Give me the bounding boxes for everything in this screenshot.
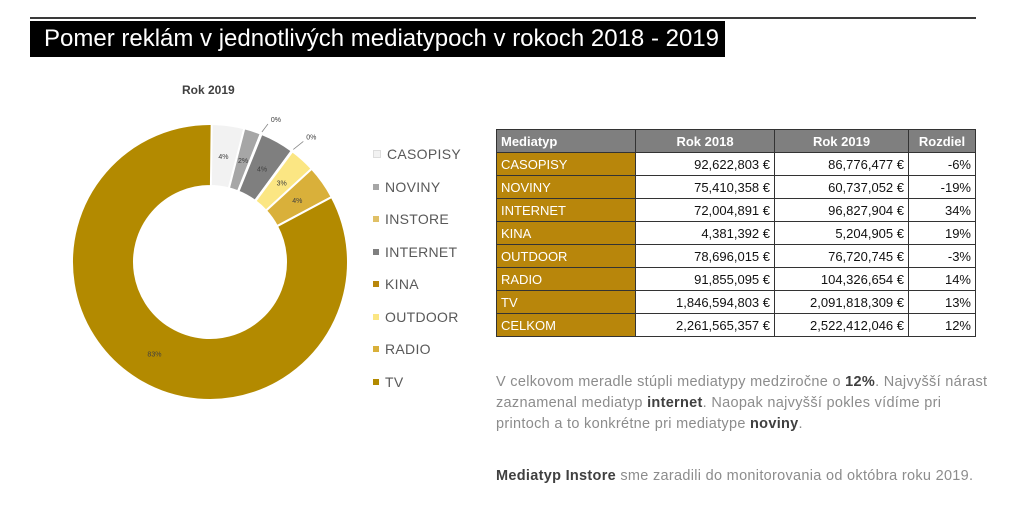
row-rozdiel: -19% [908,175,976,199]
row-rok-2019: 86,776,477 € [774,152,909,176]
row-rozdiel: 13% [908,290,976,314]
table-row: NOVINY 75,410,358 €60,737,052 € -19% [496,175,976,199]
header-rok-2019: Rok 2019 [774,129,909,153]
row-rok-2018: 91,855,095 € [635,267,775,291]
row-rozdiel: 19% [908,221,976,245]
instore-note-bold: Mediatyp Instore [496,468,617,484]
data-label-outdoor: 3% [277,181,287,188]
row-rok-2019: 2,522,412,046 € [774,313,909,337]
legend-item-instore: INSTORE [373,203,461,236]
row-rozdiel: 14% [908,267,976,291]
row-mediatyp: CASOPISY [496,152,636,176]
table-row: TV 1,846,594,803 €2,091,818,309 €13% [496,290,976,314]
row-mediatyp: RADIO [496,267,636,291]
legend-item-radio: RADIO [373,333,461,366]
row-rok-2018: 2,261,565,357 € [635,313,775,337]
row-rozdiel: 34% [908,198,976,222]
legend-swatch-casopisy [373,150,381,159]
row-mediatyp: OUTDOOR [496,244,636,268]
leader-line-instore [261,123,269,133]
note-bold-3: noviny [750,416,799,432]
data-label-instore: 0% [271,117,281,124]
data-label-radio: 4% [292,198,302,205]
note-text-2: . Najvyšší nárast zaznamenal mediatyp [496,374,988,411]
data-label-casopisy: 4% [218,154,228,161]
legend-label-internet: INTERNET [385,243,458,260]
row-rok-2018: 1,846,594,803 € [635,290,775,314]
header-mediatyp: Mediatyp [496,129,636,153]
legend-item-kina: KINA [373,268,461,301]
legend-item-casopisy: CASOPISY [373,138,461,171]
row-mediatyp: KINA [496,221,636,245]
media-table: Mediatyp Rok 2018 Rok 2019 Rozdiel CASOP… [496,129,976,337]
table-body: CASOPISY 92,622,803 €86,776,477 € -6% NOVIN… [496,152,976,337]
row-rozdiel: 12% [908,313,976,337]
data-label-tv: 83% [147,351,161,358]
row-mediatyp: NOVINY [496,175,636,199]
legend-label-tv: TV [385,373,404,390]
row-rok-2018: 75,410,358 € [635,175,775,199]
legend-swatch-radio [373,346,379,353]
row-rok-2019: 96,827,904 € [774,198,909,222]
legend-label-kina: KINA [385,276,419,293]
legend-item-outdoor: OUTDOOR [373,301,461,334]
instore-note-text: sme zaradili do monitorovania od októbra… [616,468,974,484]
legend-swatch-tv [373,378,379,385]
data-label-internet: 4% [257,167,267,174]
legend-label-instore: INSTORE [385,211,450,228]
note-bold-1: 12% [845,374,876,390]
row-rok-2019: 2,091,818,309 € [774,290,909,314]
page-title: Pomer reklám v jednotlivých mediatypoch … [30,21,725,57]
row-rok-2018: 92,622,803 € [635,152,775,176]
row-mediatyp: CELKOM [496,313,636,337]
legend-swatch-internet [373,248,379,255]
legend-item-tv: TV [373,366,461,399]
note-bold-2: internet [647,395,703,411]
row-rok-2018: 4,381,392 € [635,221,775,245]
legend-label-casopisy: CASOPISY [387,146,461,163]
table-row: KINA 4,381,392 €5,204,905 €19% [496,221,976,245]
row-mediatyp: INTERNET [496,198,636,222]
legend-swatch-instore [373,216,379,223]
chart-legend: CASOPISY NOVINY INSTORE INTERNET KINA OUTDOOR… [373,138,461,398]
legend-label-noviny: NOVINY [385,178,441,195]
row-rok-2019: 76,720,745 € [774,244,909,268]
legend-item-noviny: NOVINY [373,171,461,204]
instore-note: Mediatyp Instore sme zaradili do monitor… [496,466,996,487]
row-rozdiel: -3% [908,244,976,268]
legend-swatch-noviny [373,183,379,190]
table-row: OUTDOOR 78,696,015 €76,720,745 € -3% [496,244,976,268]
legend-item-internet: INTERNET [373,236,461,269]
header-rok-2018: Rok 2018 [635,129,775,153]
leader-line-kina [293,141,304,150]
note-text-1: V celkovom meradle stúpli mediatypy medz… [496,374,846,390]
slice-tv [71,123,349,401]
note-text-3: . Naopak najvyšší pokles vídíme pri prin… [496,395,942,432]
note-text-4: . [798,416,803,432]
header-rozdiel: Rozdiel [908,129,976,153]
row-rok-2019: 60,737,052 € [774,175,909,199]
legend-label-outdoor: OUTDOOR [385,308,459,325]
table-row: CELKOM 2,261,565,357 €2,522,412,046 €12% [496,313,976,337]
row-rozdiel: -6% [908,152,976,176]
chart-title: Rok 2019 [182,83,235,97]
data-label-kina: 0% [306,134,316,141]
row-rok-2019: 5,204,905 € [774,221,909,245]
summary-note: V celkovom meradle stúpli mediatypy medz… [496,372,996,435]
legend-swatch-outdoor [373,313,379,320]
row-rok-2018: 72,004,891 € [635,198,775,222]
table-row: INTERNET 72,004,891 €96,827,904 €34% [496,198,976,222]
row-mediatyp: TV [496,290,636,314]
top-rule [30,17,976,19]
row-rok-2018: 78,696,015 € [635,244,775,268]
data-label-noviny: 2% [238,158,248,165]
row-rok-2019: 104,326,654 € [774,267,909,291]
legend-swatch-kina [373,281,379,288]
legend-label-radio: RADIO [385,341,431,358]
table-row: CASOPISY 92,622,803 €86,776,477 € -6% [496,152,976,176]
table-row: RADIO 91,855,095 €104,326,654 €14% [496,267,976,291]
donut-chart: 4% 2% 0% 4% 0% 3% 4% 83% [71,117,349,401]
